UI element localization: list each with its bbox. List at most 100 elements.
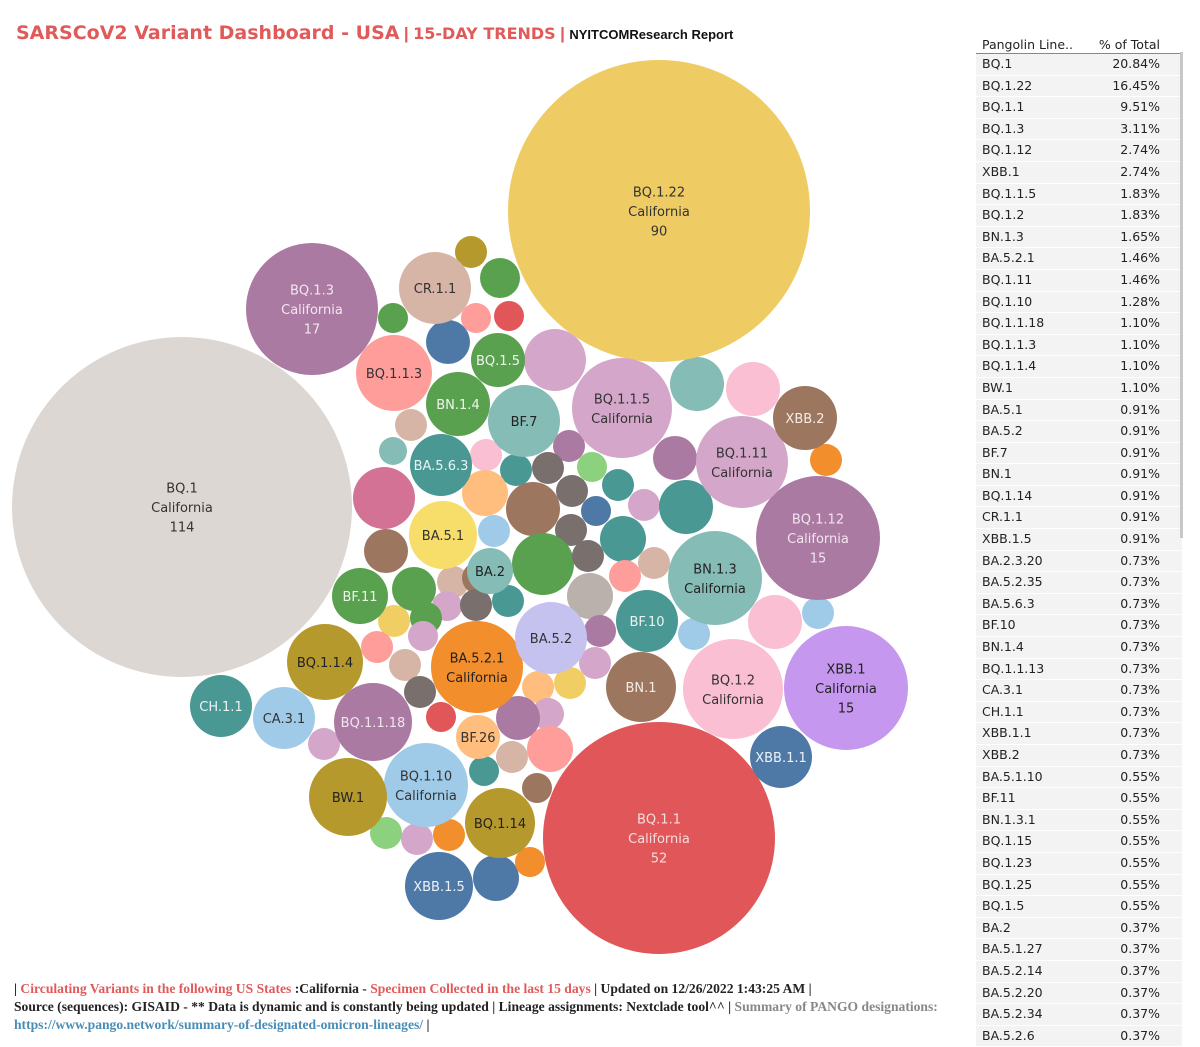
table-row[interactable]: BQ.1.14 0.91% — [976, 485, 1182, 508]
bubble-unlabeled[interactable] — [401, 823, 433, 855]
bubble-unlabeled[interactable] — [494, 301, 524, 331]
bubble-bq-1-22[interactable] — [508, 60, 810, 362]
bubble-unlabeled[interactable] — [678, 618, 710, 650]
bubble-xbb-1-5[interactable] — [405, 852, 473, 920]
table-row[interactable]: BQ.1.1.5 1.83% — [976, 183, 1182, 206]
bubble-unlabeled[interactable] — [353, 467, 415, 529]
table-row[interactable]: BQ.1.10 1.28% — [976, 291, 1182, 314]
table-row[interactable]: BA.5.2.6 0.37% — [976, 1025, 1182, 1047]
bubble-unlabeled[interactable] — [524, 329, 586, 391]
table-row[interactable]: BQ.1.3 3.11% — [976, 118, 1182, 141]
table-row[interactable]: BN.1.3 1.65% — [976, 226, 1182, 249]
bubble-bq-1-3[interactable] — [246, 243, 378, 375]
column-header-lineage[interactable]: Pangolin Line.. — [982, 37, 1073, 52]
bubble-unlabeled[interactable] — [602, 469, 634, 501]
bubble-unlabeled[interactable] — [426, 320, 470, 364]
bubble-unlabeled[interactable] — [810, 444, 842, 476]
bubble-bq-1-11[interactable] — [696, 416, 788, 508]
bubble-cr-1-1[interactable] — [399, 252, 471, 324]
bubble-unlabeled[interactable] — [378, 303, 408, 333]
bubble-bq-1-10[interactable] — [384, 743, 468, 827]
bubble-unlabeled[interactable] — [469, 756, 499, 786]
table-row[interactable]: BF.11 0.55% — [976, 788, 1182, 810]
bubble-bq-1-1-18[interactable] — [334, 683, 412, 761]
table-row[interactable]: BN.1.4 0.73% — [976, 637, 1182, 659]
bubble-ba-5-6-3[interactable] — [410, 434, 472, 496]
bubble-unlabeled[interactable] — [638, 547, 670, 579]
bubble-bq-1-1[interactable] — [543, 722, 775, 954]
bubble-unlabeled[interactable] — [473, 855, 519, 901]
bubble-unlabeled[interactable] — [554, 667, 586, 699]
bubble-unlabeled[interactable] — [480, 258, 520, 298]
bubble-bq-1-12[interactable] — [756, 476, 880, 600]
bubble-unlabeled[interactable] — [470, 439, 502, 471]
table-row[interactable]: CH.1.1 0.73% — [976, 701, 1182, 724]
bubble-unlabeled[interactable] — [378, 605, 410, 637]
table-row[interactable]: XBB.2 0.73% — [976, 745, 1182, 767]
table-row[interactable]: BA.5.2 0.91% — [976, 421, 1182, 443]
bubble-unlabeled[interactable] — [512, 533, 574, 595]
table-row[interactable]: BA.5.2.14 0.37% — [976, 960, 1182, 983]
bubble-unlabeled[interactable] — [584, 615, 616, 647]
bubble-bf-10[interactable] — [616, 590, 678, 652]
bubble-unlabeled[interactable] — [389, 649, 421, 681]
table-row[interactable]: BQ.1.15 0.55% — [976, 831, 1182, 853]
bubble-unlabeled[interactable] — [556, 475, 588, 507]
bubble-unlabeled[interactable] — [364, 529, 408, 573]
bubble-unlabeled[interactable] — [462, 470, 508, 516]
table-row[interactable]: BQ.1.23 0.55% — [976, 852, 1182, 875]
bubble-unlabeled[interactable] — [496, 696, 540, 740]
table-row[interactable]: BQ.1 20.84% — [976, 54, 1182, 76]
table-row[interactable]: BA.5.1 0.91% — [976, 399, 1182, 422]
bubble-unlabeled[interactable] — [500, 454, 532, 486]
table-row[interactable]: BQ.1.11 1.46% — [976, 269, 1182, 292]
bubble-xbb-2[interactable] — [773, 386, 837, 450]
pango-link[interactable]: https://www.pango.network/summary-of-des… — [14, 1017, 424, 1032]
table-row[interactable]: BW.1 1.10% — [976, 377, 1182, 400]
table-row[interactable]: BQ.1.1.13 0.73% — [976, 658, 1182, 681]
table-row[interactable]: BA.5.2.1 1.46% — [976, 248, 1182, 270]
bubble-bw-1[interactable] — [309, 758, 387, 836]
bubble-bq-1-5[interactable] — [471, 333, 525, 387]
bubble-bq-1-1-3[interactable] — [356, 335, 432, 411]
table-row[interactable]: BQ.1.1 9.51% — [976, 97, 1182, 119]
bubble-unlabeled[interactable] — [726, 362, 780, 416]
table-row[interactable]: BQ.1.1.3 1.10% — [976, 334, 1182, 357]
bubble-unlabeled[interactable] — [522, 773, 552, 803]
bubble-bn-1-3[interactable] — [668, 531, 762, 625]
table-row[interactable]: BA.5.2.34 0.37% — [976, 1004, 1182, 1026]
bubble-unlabeled[interactable] — [527, 726, 573, 772]
bubble-bn-1[interactable] — [606, 652, 676, 722]
table-row[interactable]: BQ.1.22 16.45% — [976, 75, 1182, 98]
bubble-unlabeled[interactable] — [361, 631, 393, 663]
bubble-bq-1-1-4[interactable] — [287, 624, 363, 700]
bubble-unlabeled[interactable] — [478, 515, 510, 547]
table-row[interactable]: BF.10 0.73% — [976, 615, 1182, 638]
bubble-unlabeled[interactable] — [532, 452, 564, 484]
table-row[interactable]: BQ.1.2 1.83% — [976, 205, 1182, 227]
bubble-unlabeled[interactable] — [802, 597, 834, 629]
bubble-unlabeled[interactable] — [496, 741, 528, 773]
table-row[interactable]: CR.1.1 0.91% — [976, 507, 1182, 530]
bubble-ca-3-1[interactable] — [253, 687, 315, 749]
bubble-bf-7[interactable] — [488, 385, 560, 457]
bubble-ba-5-1[interactable] — [409, 501, 477, 569]
table-row[interactable]: BQ.1.5 0.55% — [976, 896, 1182, 918]
bubble-unlabeled[interactable] — [460, 589, 492, 621]
bubble-unlabeled[interactable] — [506, 482, 560, 536]
table-row[interactable]: BA.5.1.27 0.37% — [976, 939, 1182, 961]
bubble-xbb-1[interactable] — [784, 626, 908, 750]
bubble-unlabeled[interactable] — [515, 847, 545, 877]
bubble-unlabeled[interactable] — [553, 430, 585, 462]
bubble-unlabeled[interactable] — [670, 357, 724, 411]
bubble-xbb-1-1[interactable] — [750, 726, 812, 788]
table-row[interactable]: BA.5.1.10 0.55% — [976, 766, 1182, 789]
bubble-unlabeled[interactable] — [567, 573, 613, 619]
table-row[interactable]: BA.5.2.35 0.73% — [976, 572, 1182, 594]
bubble-unlabeled[interactable] — [392, 567, 436, 611]
bubble-unlabeled[interactable] — [572, 540, 604, 572]
bubble-bq-1-14[interactable] — [465, 788, 535, 858]
table-row[interactable]: BF.7 0.91% — [976, 442, 1182, 465]
bubble-bq-1[interactable] — [12, 337, 352, 677]
bubble-unlabeled[interactable] — [653, 436, 697, 480]
